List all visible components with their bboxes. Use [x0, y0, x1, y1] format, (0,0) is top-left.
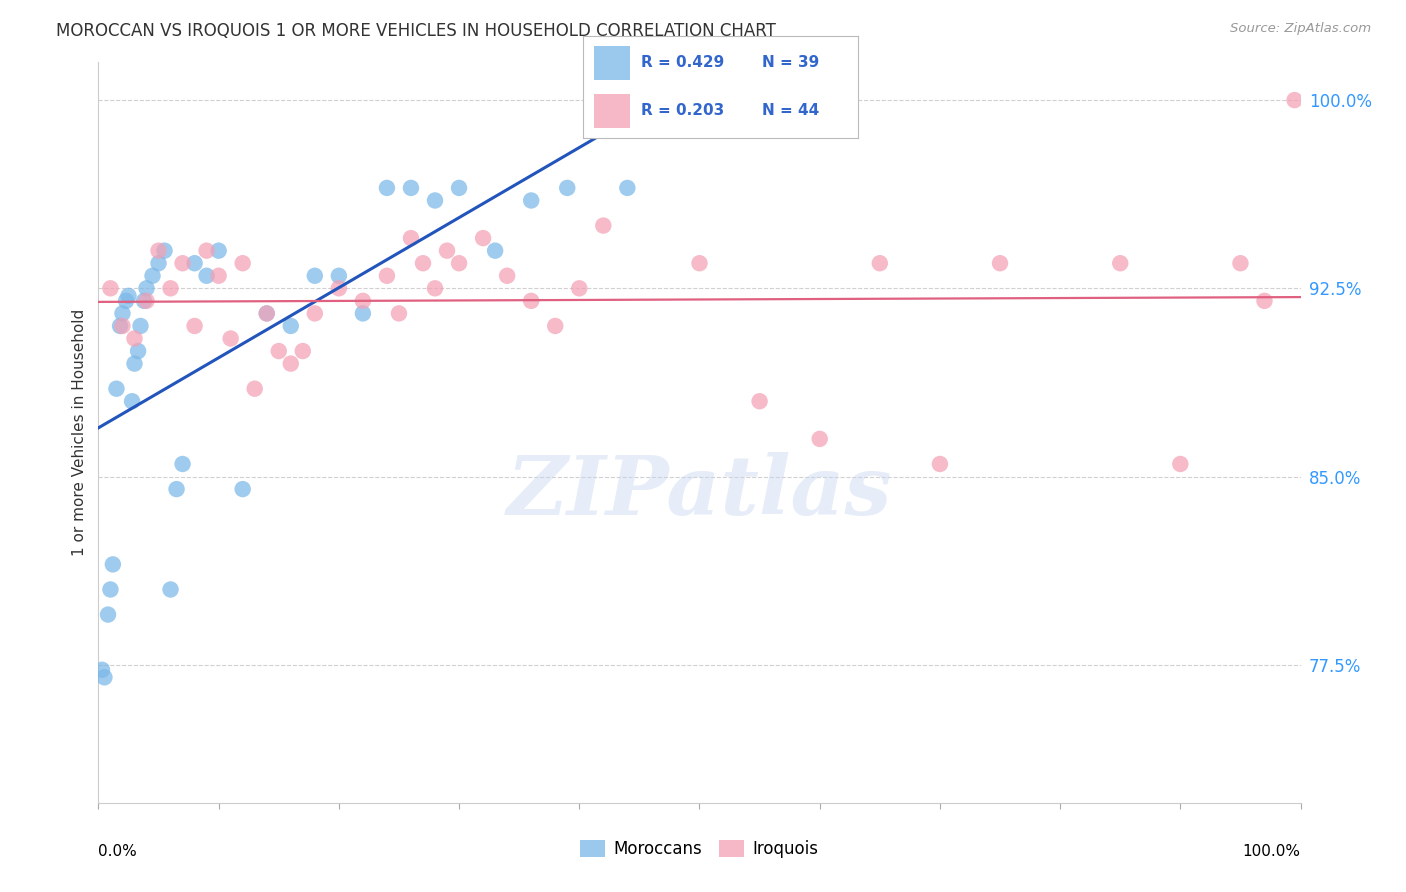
Point: [117, 289, 139, 303]
Point: [988, 256, 1011, 270]
Point: [447, 181, 470, 195]
Point: [388, 306, 411, 320]
Point: [115, 293, 138, 308]
Text: 0.0%: 0.0%: [98, 844, 138, 858]
Point: [352, 306, 374, 320]
Point: [375, 181, 398, 195]
Text: N = 44: N = 44: [762, 103, 818, 118]
Point: [100, 582, 122, 597]
Point: [153, 244, 176, 258]
Point: [808, 432, 831, 446]
Text: ZIPatlas: ZIPatlas: [506, 452, 893, 532]
Point: [472, 231, 495, 245]
Point: [496, 268, 519, 283]
Point: [219, 331, 242, 345]
Point: [105, 382, 128, 396]
Text: 100.0%: 100.0%: [1243, 844, 1301, 858]
Point: [195, 244, 218, 258]
Point: [1109, 256, 1132, 270]
Point: [148, 256, 170, 270]
Point: [135, 293, 157, 308]
Point: [280, 357, 302, 371]
Point: [108, 318, 131, 333]
Point: [304, 268, 326, 283]
Point: [304, 306, 326, 320]
Point: [399, 231, 422, 245]
Text: R = 0.203: R = 0.203: [641, 103, 724, 118]
Text: Source: ZipAtlas.com: Source: ZipAtlas.com: [1230, 22, 1371, 36]
Point: [436, 244, 458, 258]
Point: [688, 256, 710, 270]
Point: [256, 306, 278, 320]
Point: [555, 181, 578, 195]
Point: [127, 344, 149, 359]
Text: R = 0.429: R = 0.429: [641, 54, 724, 70]
Point: [748, 394, 770, 409]
FancyBboxPatch shape: [595, 46, 630, 79]
Point: [100, 281, 122, 295]
Point: [1253, 293, 1275, 308]
Point: [121, 394, 143, 409]
Point: [267, 344, 290, 359]
Point: [195, 268, 218, 283]
Point: [208, 244, 231, 258]
Point: [1284, 93, 1306, 107]
Point: [148, 244, 170, 258]
Point: [232, 256, 254, 270]
Point: [232, 482, 254, 496]
Point: [423, 281, 446, 295]
Point: [592, 219, 614, 233]
Point: [1229, 256, 1251, 270]
Point: [869, 256, 891, 270]
Point: [111, 318, 134, 333]
Point: [159, 582, 181, 597]
Point: [291, 344, 314, 359]
Legend: Moroccans, Iroquois: Moroccans, Iroquois: [574, 833, 825, 865]
Point: [423, 194, 446, 208]
Point: [208, 268, 231, 283]
Point: [141, 268, 163, 283]
Point: [124, 331, 146, 345]
Point: [412, 256, 434, 270]
Point: [616, 181, 638, 195]
Point: [124, 357, 146, 371]
Point: [166, 482, 188, 496]
Point: [568, 281, 591, 295]
Point: [183, 318, 205, 333]
Point: [520, 293, 543, 308]
Point: [101, 558, 124, 572]
FancyBboxPatch shape: [595, 95, 630, 128]
Point: [97, 607, 120, 622]
Point: [172, 457, 194, 471]
Point: [93, 670, 115, 684]
Point: [159, 281, 181, 295]
Point: [1170, 457, 1192, 471]
Point: [91, 663, 114, 677]
Point: [328, 268, 350, 283]
Point: [484, 244, 506, 258]
Text: N = 39: N = 39: [762, 54, 818, 70]
Point: [544, 318, 567, 333]
Y-axis label: 1 or more Vehicles in Household: 1 or more Vehicles in Household: [72, 309, 87, 557]
Point: [928, 457, 950, 471]
Point: [111, 306, 134, 320]
Point: [256, 306, 278, 320]
Point: [243, 382, 266, 396]
Point: [280, 318, 302, 333]
Point: [520, 194, 543, 208]
Point: [328, 281, 350, 295]
Point: [135, 281, 157, 295]
Point: [399, 181, 422, 195]
Point: [183, 256, 205, 270]
Point: [129, 318, 152, 333]
Point: [132, 293, 155, 308]
Text: MOROCCAN VS IROQUOIS 1 OR MORE VEHICLES IN HOUSEHOLD CORRELATION CHART: MOROCCAN VS IROQUOIS 1 OR MORE VEHICLES …: [56, 22, 776, 40]
Point: [447, 256, 470, 270]
Point: [375, 268, 398, 283]
Point: [352, 293, 374, 308]
Point: [172, 256, 194, 270]
